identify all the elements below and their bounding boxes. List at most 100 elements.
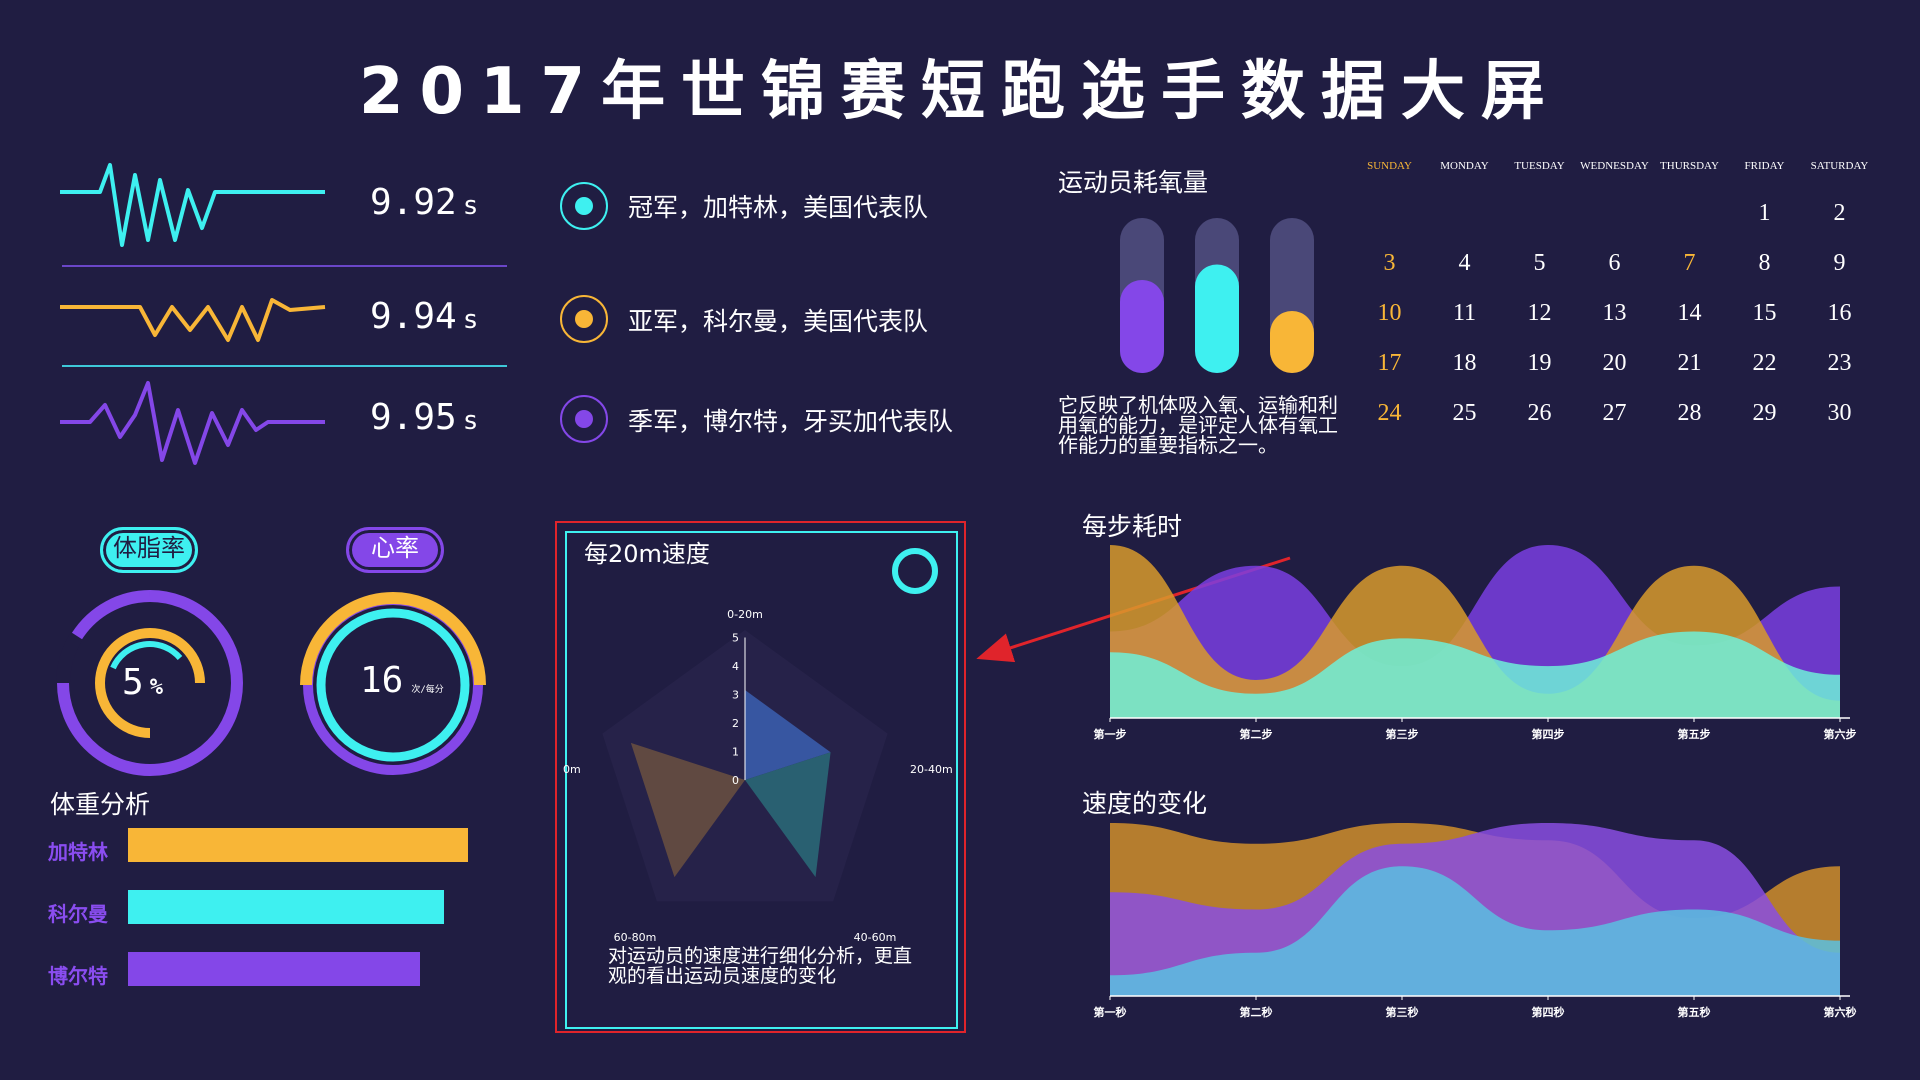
calendar-day[interactable]: 19 — [1527, 350, 1552, 376]
x-tick-label: 第一步 — [1094, 727, 1127, 741]
calendar-header-friday: FRIDAY — [1744, 160, 1785, 172]
radar-tick-label: 3 — [732, 689, 739, 702]
divider-purple — [62, 265, 507, 267]
time-3: 9.95 s — [370, 397, 479, 438]
calendar-day[interactable]: 26 — [1527, 400, 1552, 426]
time-1: 9.92 s — [370, 182, 479, 223]
radar-indicator-label: 40-60m — [854, 931, 897, 944]
calendar-day[interactable]: 24 — [1377, 400, 1402, 426]
speed-panel-highlight — [555, 521, 966, 1033]
weight-bars: 加特林 科尔曼 博尔特 — [48, 828, 478, 998]
radar-indicator-label: 60-80m — [614, 931, 657, 944]
weight-name: 博尔特 — [48, 964, 108, 988]
weight-bar — [128, 890, 445, 924]
radar-series-3 — [745, 752, 831, 878]
speed-change-title: 速度的变化 — [1082, 789, 1208, 818]
oxygen-fill-2 — [1195, 264, 1239, 373]
oxygen-fill-1 — [1120, 280, 1164, 373]
calendar-header-thursday: THURSDAY — [1660, 160, 1719, 172]
weight-name: 科尔曼 — [48, 902, 108, 926]
speed-change-chart: 第一秒 第二秒 第三秒 第四秒 第五秒 第六秒 — [1094, 823, 1857, 1019]
calendar-day[interactable]: 29 — [1752, 400, 1777, 426]
medal-gold-text: 冠军，加特林，美国代表队 — [628, 193, 929, 222]
divider-cyan — [62, 365, 507, 367]
radar-tick-label: 2 — [732, 717, 739, 730]
x-tick-label: 第一秒 — [1094, 1005, 1127, 1019]
calendar-header-wednesday: WEDNESDAY — [1580, 160, 1649, 172]
weight-bar — [128, 952, 421, 986]
calendar-day[interactable]: 22 — [1752, 350, 1777, 376]
weight-name: 加特林 — [48, 840, 108, 864]
x-tick-label: 第六秒 — [1824, 1005, 1857, 1019]
oxygen-description: 它反映了机体吸入氧、运输和利用氧的能力，是评定人体有氧工作能力的重要指标之一。 — [1058, 395, 1338, 457]
heart-gauge — [300, 592, 486, 775]
radar-indicator-label: 0-20m — [727, 608, 763, 621]
calendar-day[interactable]: 1 — [1758, 200, 1771, 226]
x-tick-label: 第四步 — [1532, 727, 1565, 741]
calendar-day[interactable]: 9 — [1833, 250, 1846, 276]
calendar-day[interactable]: 3 — [1383, 250, 1396, 276]
calendar: SUNDAY MONDAY TUESDAY WEDNESDAY THURSDAY FRID… — [1352, 160, 1877, 430]
calendar-day[interactable]: 14 — [1677, 300, 1702, 326]
x-tick-label: 第四秒 — [1532, 1005, 1565, 1019]
calendar-day[interactable]: 2 — [1833, 200, 1846, 226]
calendar-day[interactable]: 20 — [1602, 350, 1627, 376]
heartbeat-wave-cyan — [60, 163, 325, 247]
step-time-title: 每步耗时 — [1082, 512, 1183, 541]
medal-dot-purple — [560, 395, 608, 443]
calendar-day[interactable]: 28 — [1677, 400, 1702, 426]
calendar-day[interactable]: 12 — [1527, 300, 1552, 326]
calendar-day[interactable]: 6 — [1608, 250, 1621, 276]
radar-tick-label: 4 — [732, 660, 739, 673]
oxygen-title: 运动员耗氧量 — [1058, 168, 1209, 197]
calendar-header-monday: MONDAY — [1440, 160, 1489, 172]
x-tick-label: 第五步 — [1678, 727, 1711, 741]
calendar-day[interactable]: 7 — [1683, 250, 1696, 276]
time-2: 9.94 s — [370, 296, 479, 337]
heartbeat-wave-purple — [60, 381, 325, 465]
weight-bar — [128, 828, 468, 862]
calendar-header-tuesday: TUESDAY — [1514, 160, 1565, 172]
oxygen-bars — [1120, 218, 1314, 373]
x-tick-label: 第三步 — [1386, 727, 1419, 741]
calendar-day[interactable]: 13 — [1602, 300, 1627, 326]
radar-indicator-label: 20-40m — [910, 763, 953, 776]
calendar-day[interactable]: 4 — [1458, 250, 1471, 276]
radar-tick-label: 0 — [732, 774, 739, 787]
heart-label: 心率 — [346, 527, 444, 573]
heartbeat-wave-gold — [60, 298, 326, 342]
calendar-day[interactable]: 21 — [1677, 350, 1702, 376]
calendar-day[interactable]: 23 — [1827, 350, 1852, 376]
calendar-day[interactable]: 27 — [1602, 400, 1627, 426]
calendar-day[interactable]: 30 — [1827, 400, 1852, 426]
radar-indicator-label: 0m — [563, 763, 581, 776]
area-series-3 — [1110, 866, 1840, 996]
step-time-chart: 第一步 第二步 第三步 第四步 第五步 第六步 — [1094, 545, 1857, 741]
radar-tick-label: 1 — [732, 746, 739, 759]
calendar-day[interactable]: 8 — [1758, 250, 1771, 276]
calendar-day[interactable]: 18 — [1452, 350, 1477, 376]
x-tick-label: 第六步 — [1824, 727, 1857, 741]
x-tick-label: 第二秒 — [1240, 1005, 1273, 1019]
calendar-day[interactable]: 25 — [1452, 400, 1477, 426]
bodyfat-value: 5% — [122, 662, 163, 703]
speed-panel-ring — [892, 548, 938, 594]
calendar-day[interactable]: 16 — [1827, 300, 1852, 326]
medal-dot-cyan — [560, 182, 608, 230]
medal-silver-text: 亚军，科尔曼，美国代表队 — [628, 307, 929, 336]
speed-panel-description: 对运动员的速度进行细化分析，更直观的看出运动员速度的变化 — [608, 946, 913, 987]
calendar-day[interactable]: 17 — [1377, 350, 1402, 376]
radar-series-4 — [630, 742, 745, 878]
calendar-header-sunday: SUNDAY — [1367, 160, 1412, 172]
speed-panel-title: 每20m速度 — [584, 540, 710, 568]
calendar-day[interactable]: 15 — [1752, 300, 1777, 326]
x-tick-label: 第五秒 — [1678, 1005, 1711, 1019]
medal-dot-gold — [560, 295, 608, 343]
calendar-day[interactable]: 5 — [1533, 250, 1546, 276]
calendar-day[interactable]: 10 — [1377, 300, 1402, 326]
calendar-header-saturday: SATURDAY — [1810, 160, 1869, 172]
radar-series-2 — [745, 690, 831, 780]
bodyfat-label: 体脂率 — [100, 527, 198, 573]
calendar-day[interactable]: 11 — [1452, 300, 1477, 326]
weight-title: 体重分析 — [50, 790, 151, 819]
